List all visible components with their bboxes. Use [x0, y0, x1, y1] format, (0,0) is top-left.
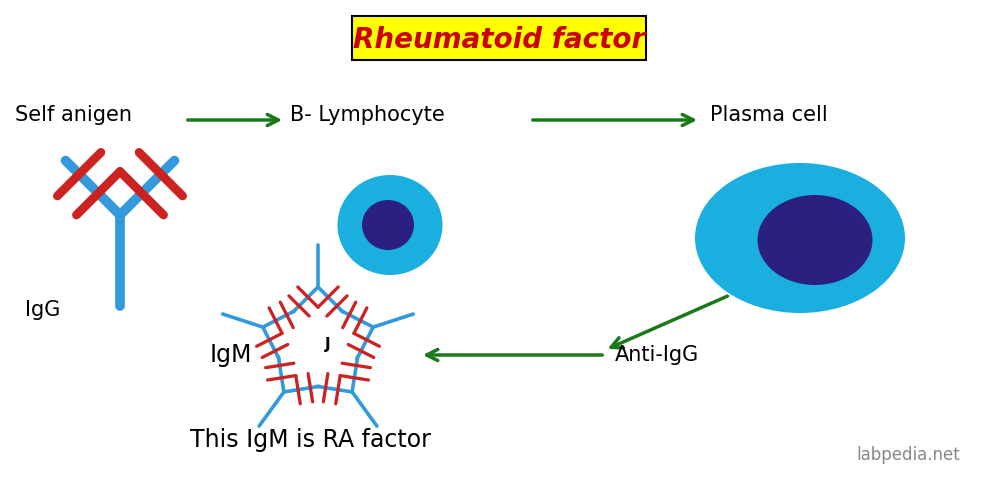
Text: IgG: IgG: [25, 300, 60, 320]
Text: This IgM is RA factor: This IgM is RA factor: [190, 428, 430, 452]
Text: Rheumatoid factor: Rheumatoid factor: [353, 26, 645, 54]
Ellipse shape: [337, 175, 442, 275]
Text: labpedia.net: labpedia.net: [856, 446, 960, 464]
Ellipse shape: [362, 200, 414, 250]
Text: IgM: IgM: [210, 343, 252, 367]
Text: Self anigen: Self anigen: [15, 105, 132, 125]
Text: Plasma cell: Plasma cell: [710, 105, 827, 125]
Text: J: J: [325, 337, 330, 352]
Ellipse shape: [757, 195, 872, 285]
FancyBboxPatch shape: [352, 16, 646, 60]
Ellipse shape: [695, 163, 905, 313]
Text: Anti-IgG: Anti-IgG: [615, 345, 700, 365]
Text: B- Lymphocyte: B- Lymphocyte: [290, 105, 445, 125]
